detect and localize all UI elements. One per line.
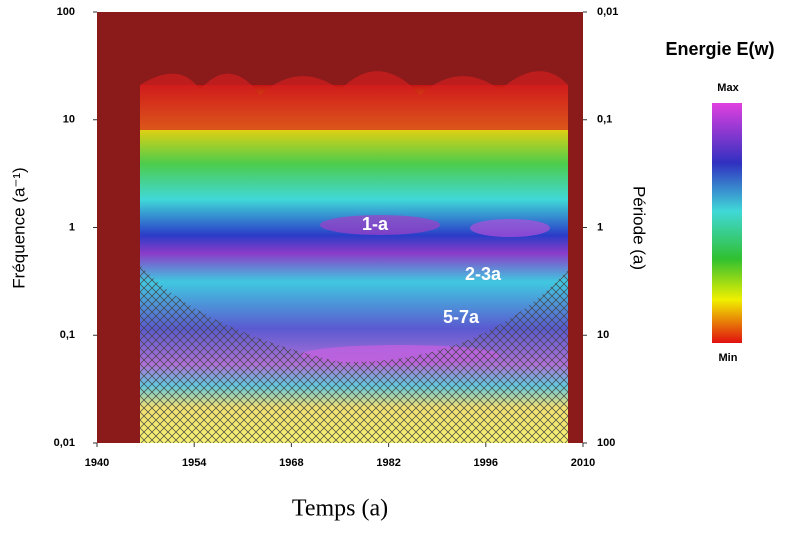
x-axis-label: Temps (a) [292, 496, 388, 522]
yticks-label: 0,01 [54, 437, 75, 449]
y2ticks-label: 1 [597, 221, 603, 233]
y2ticks-label: 0,01 [597, 6, 618, 18]
x-tick-label: 1954 [182, 457, 207, 469]
colorbar-title: Energie E(w) [665, 39, 774, 59]
x-tick-label: 1996 [474, 457, 498, 469]
heatmap [97, 12, 583, 443]
y-axis-label: Fréquence (a⁻¹) [9, 167, 28, 288]
annotations: 1-a 2-3a 5-7a [362, 214, 502, 327]
colorbar [712, 103, 742, 343]
x-tick-label: 2010 [571, 457, 595, 469]
x-tick-label: 1968 [279, 457, 303, 469]
colorbar-max: Max [717, 82, 739, 94]
yticks-label: 100 [57, 6, 75, 18]
y2-axis-label: Période (a) [630, 186, 649, 270]
annotation: 1-a [362, 214, 389, 234]
yticks-label: 0,1 [60, 329, 75, 341]
x-tick-label: 1940 [85, 457, 109, 469]
colorbar-min: Min [719, 352, 738, 364]
yticks-label: 1 [69, 221, 75, 233]
annotation: 5-7a [443, 307, 480, 327]
y2ticks-label: 10 [597, 329, 609, 341]
y2ticks-label: 100 [597, 437, 615, 449]
x-tick-label: 1982 [376, 457, 400, 469]
y2ticks-label: 0,1 [597, 114, 612, 126]
yticks-label: 10 [63, 114, 75, 126]
annotation: 2-3a [465, 264, 502, 284]
